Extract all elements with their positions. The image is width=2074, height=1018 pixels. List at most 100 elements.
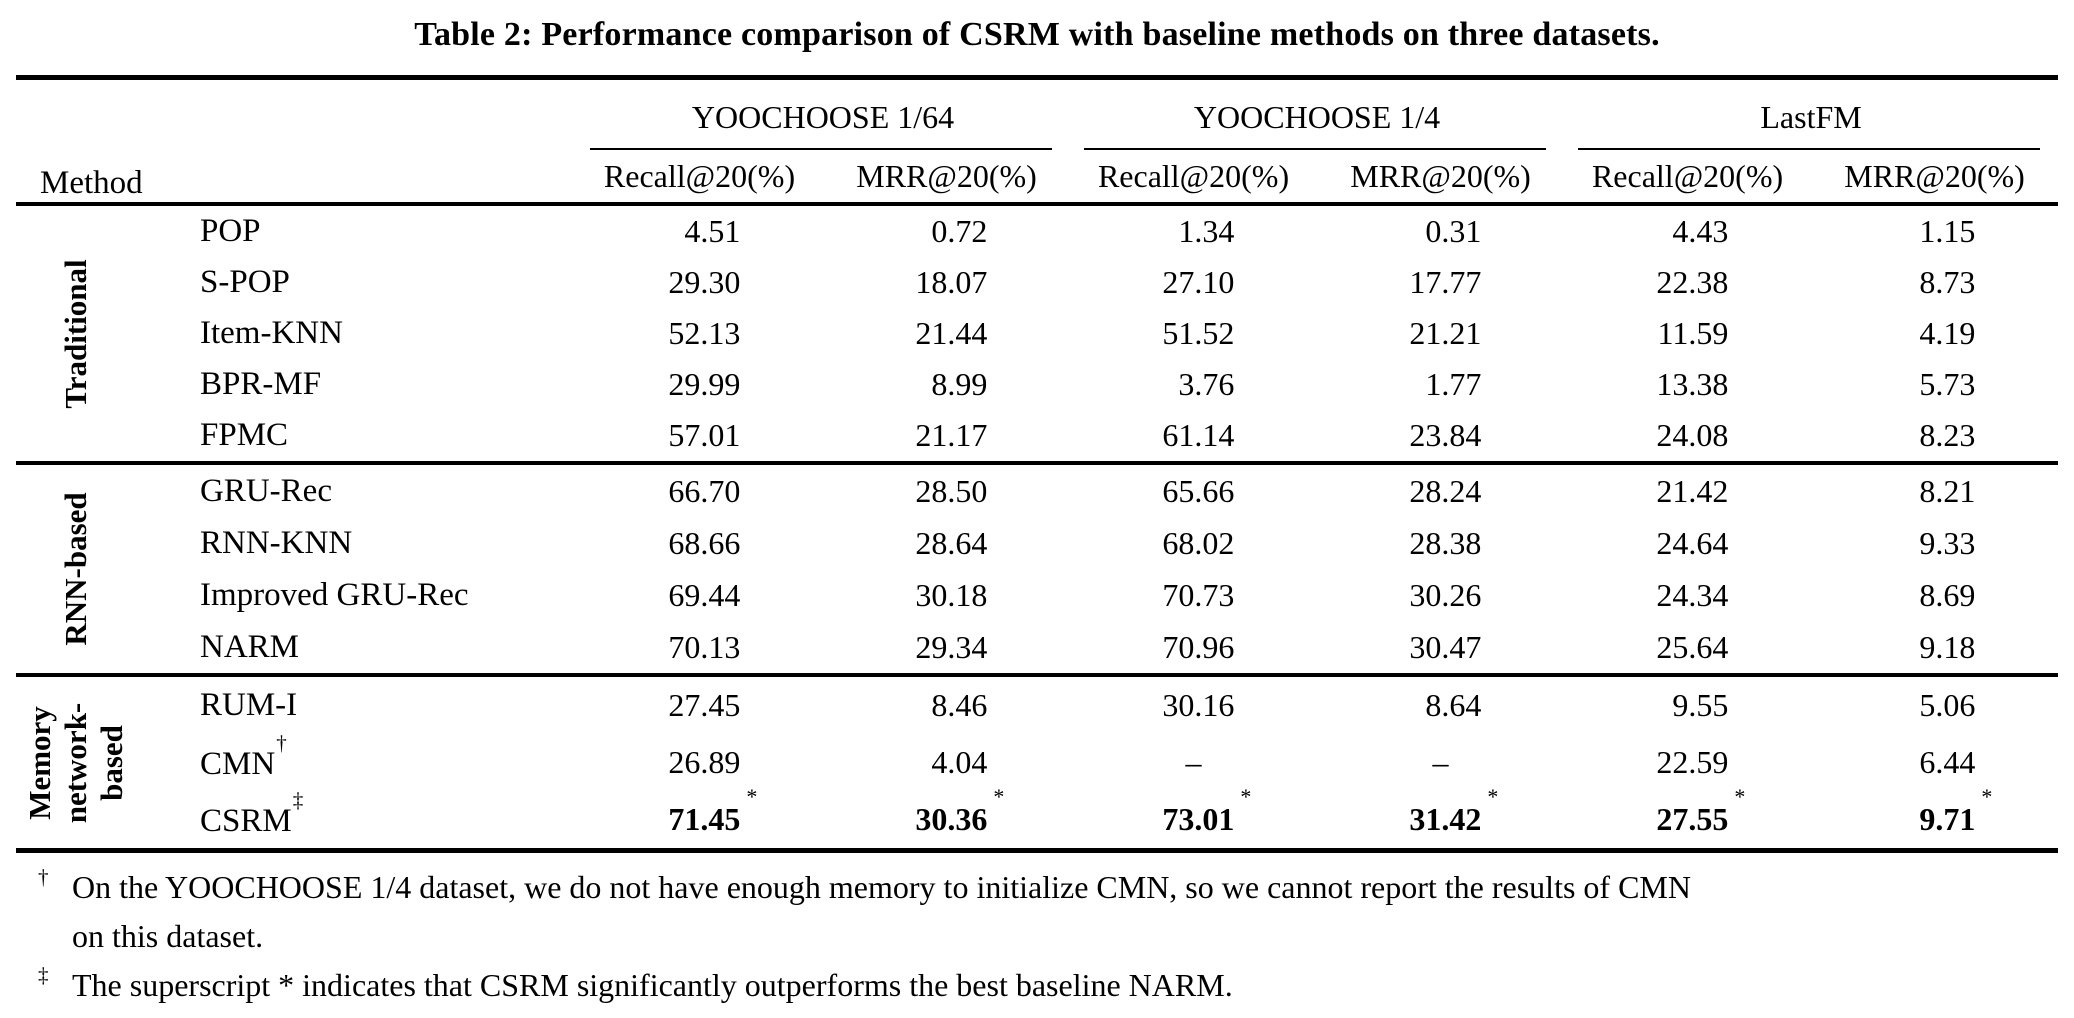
value-cell: 8.99 <box>931 366 988 402</box>
table-footnotes: † On the YOOCHOOSE 1/4 dataset, we do no… <box>38 863 2060 1010</box>
value-cell: 9.33 <box>1919 524 1976 561</box>
value-cell: 1.15 <box>1919 213 1976 249</box>
value-cell: 4.19 <box>1919 315 1976 351</box>
table-row: Item-KNN 52.13 21.44 51.52 21.21 11.59 4… <box>16 308 2058 359</box>
subheader-mrr: MRR@20(%) <box>1844 157 2025 194</box>
value-cell: 18.07 <box>915 264 988 300</box>
value-cell: 21.44 <box>915 315 988 351</box>
value-cell: 29.34 <box>915 628 988 665</box>
table-row: RNN-based GRU-Rec 66.70 28.50 65.66 28.2… <box>16 463 2058 646</box>
footnote-text-line: The superscript * indicates that CSRM si… <box>72 967 1233 1003</box>
value-cell: 27.10 <box>1162 264 1235 300</box>
value-cell: 4.51 <box>684 213 741 249</box>
value-cell: 5.06 <box>1919 687 1976 723</box>
group-underline <box>1578 148 2041 150</box>
value-cell: 28.50 <box>915 472 988 509</box>
section-label-text: based <box>94 724 129 801</box>
value-cell: – <box>1185 744 1202 780</box>
method-cell: Item-KNN <box>200 315 343 351</box>
value-cell: 30.26 <box>1409 576 1482 613</box>
section-memory-network-based: Memory network- based RUM-I 27.45 8.46 3… <box>16 675 2059 851</box>
table-row: RNN-KNN 68.66 28.64 68.02 28.38 24.64 9.… <box>16 517 2058 569</box>
footnote-text-line: on this dataset. <box>72 918 264 954</box>
footnote-ref-double-dagger: ‡ <box>292 787 304 812</box>
value-cell: 57.01 <box>668 417 741 453</box>
value-cell: 30.47 <box>1409 628 1482 665</box>
value-cell: 21.17 <box>915 417 988 453</box>
table-caption: Table 2: Performance comparison of CSRM … <box>414 16 1660 53</box>
footnote-marker-dagger: † <box>38 865 49 889</box>
table-header: Method YOOCHOOSE 1/64 YOOCHOOSE 1/4 Last… <box>16 77 2059 204</box>
value-cell: 21.42 <box>1656 472 1729 509</box>
subheader-recall: Recall@20(%) <box>603 157 796 194</box>
value-cell: 29.99 <box>668 366 741 402</box>
footnote-marker-double-dagger: ‡ <box>38 963 49 987</box>
value-cell: 4.43 <box>1672 213 1729 249</box>
value-cell: 6.44 <box>1919 744 1976 780</box>
group-label: LastFM <box>1760 99 1862 135</box>
method-cell: RNN-KNN <box>200 524 353 561</box>
value-cell: 22.59 <box>1656 744 1729 780</box>
value-cell: 30.16 <box>1162 687 1235 723</box>
value-cell: 24.08 <box>1656 417 1729 453</box>
value-cell: 28.64 <box>915 524 988 561</box>
value-cell: 8.64 <box>1425 687 1482 723</box>
value-cell: 9.55 <box>1672 687 1729 723</box>
subheader-recall: Recall@20(%) <box>1097 157 1290 194</box>
section-label-memory-network-based: Memory network- based <box>16 675 136 851</box>
table-row: NARM 70.13 29.34 70.96 30.47 25.64 9.18 <box>16 621 2058 675</box>
method-cell: CMN† <box>200 730 287 782</box>
table-row: Traditional POP 4.51 0.72 1.34 0.31 4.43… <box>16 204 2058 408</box>
section-label-text: RNN-based <box>58 492 93 646</box>
value-cell: 3.76 <box>1178 366 1235 402</box>
table-row: FPMC 57.01 21.17 61.14 23.84 24.08 8.23 <box>16 410 2058 463</box>
value-cell: 52.13 <box>668 315 741 351</box>
value-cell: 24.34 <box>1656 576 1729 613</box>
value-cell: 1.34 <box>1178 213 1235 249</box>
section-label-text: Traditional <box>58 258 93 409</box>
table-row: Method YOOCHOOSE 1/64 YOOCHOOSE 1/4 Last… <box>16 78 2058 201</box>
value-cell: 28.38 <box>1409 524 1482 561</box>
subheader-mrr: MRR@20(%) <box>856 157 1037 194</box>
value-cell: 28.24 <box>1409 472 1482 509</box>
significance-star: * <box>1487 784 1499 809</box>
value-cell: 11.59 <box>1657 315 1729 351</box>
performance-table: Method YOOCHOOSE 1/64 YOOCHOOSE 1/4 Last… <box>16 75 2059 853</box>
method-cell: BPR-MF <box>200 366 322 402</box>
value-cell: 4.04 <box>931 744 988 780</box>
value-cell: 8.73 <box>1919 264 1976 300</box>
value-cell: 71.45 * <box>668 784 758 838</box>
value-cell: 9.18 <box>1919 628 1976 665</box>
value-cell: 68.66 <box>668 524 741 561</box>
value-cell: 66.70 <box>668 472 741 509</box>
method-cell: CSRM‡ <box>200 787 304 839</box>
value-cell: 70.73 <box>1162 576 1235 613</box>
value-cell: 30.18 <box>915 576 988 613</box>
subheader-recall: Recall@20(%) <box>1591 157 1784 194</box>
footnote: ‡ The superscript * indicates that CSRM … <box>38 961 2060 1010</box>
value-cell: 29.30 <box>668 264 741 300</box>
table-row: S-POP 29.30 18.07 27.10 17.77 22.38 8.73 <box>16 257 2058 308</box>
value-cell: 5.73 <box>1919 366 1976 402</box>
value-cell: 31.42 * <box>1409 784 1499 838</box>
group-label: YOOCHOOSE 1/64 <box>691 99 955 135</box>
group-underline <box>590 148 1053 150</box>
value-cell: 13.38 <box>1656 366 1729 402</box>
value-cell: 8.23 <box>1919 417 1976 453</box>
significance-star: * <box>1734 784 1746 809</box>
method-cell: Improved GRU-Rec <box>200 576 469 613</box>
significance-star: * <box>993 784 1005 809</box>
table-row: CMN† 26.89 4.04 – – 22.59 6.44 <box>16 730 2058 791</box>
section-label-text: Memory <box>22 705 57 820</box>
section-label-traditional: Traditional <box>16 204 136 463</box>
table-row: Improved GRU-Rec 69.44 30.18 70.73 30.26… <box>16 569 2058 621</box>
footnote-ref-dagger: † <box>276 730 287 755</box>
value-cell: 17.77 <box>1409 264 1482 300</box>
section-label-rnn-based: RNN-based <box>16 463 136 675</box>
table-row: Memory network- based RUM-I 27.45 8.46 3… <box>16 675 2058 823</box>
value-cell: 0.72 <box>931 213 988 249</box>
method-cell: FPMC <box>200 417 289 453</box>
significance-star: * <box>1240 784 1252 809</box>
value-cell: 73.01 * <box>1162 784 1252 838</box>
value-cell: 51.52 <box>1162 315 1235 351</box>
